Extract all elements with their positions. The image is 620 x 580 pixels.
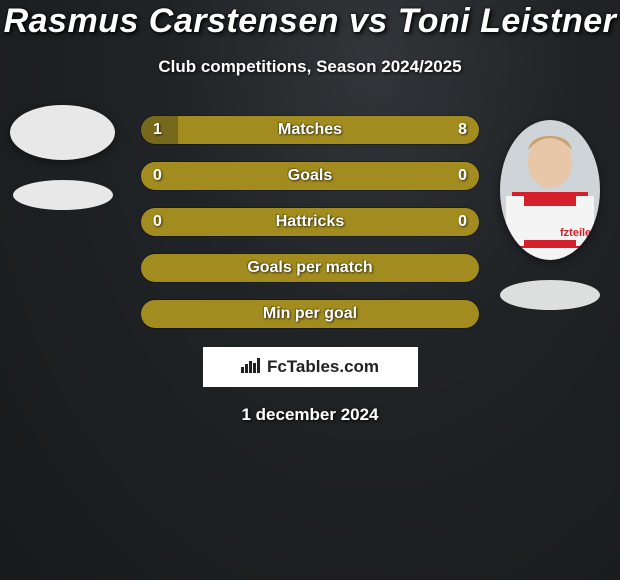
- stat-value-right: 8: [458, 116, 467, 144]
- stat-bar: Min per goal: [140, 299, 480, 329]
- stat-bar: Goals per match: [140, 253, 480, 283]
- stat-bar: 0 0 Hattricks: [140, 207, 480, 237]
- stat-value-left: 0: [153, 208, 162, 236]
- watermark: FcTables.com: [203, 347, 418, 387]
- title: Rasmus Carstensen vs Toni Leistner: [4, 2, 617, 41]
- stat-value-left: 0: [153, 162, 162, 190]
- stat-label: Min per goal: [263, 305, 357, 323]
- stat-label: Hattricks: [276, 213, 344, 231]
- stat-label: Goals: [288, 167, 332, 185]
- bars-container: 1 8 Matches 0 0 Goals 0 0 Hattricks Goals per mat…: [140, 115, 480, 329]
- stat-value-left: 1: [153, 116, 162, 144]
- date-text: 1 december 2024: [241, 405, 378, 425]
- stat-bar: 0 0 Goals: [140, 161, 480, 191]
- subtitle: Club competitions, Season 2024/2025: [158, 57, 461, 77]
- stat-value-right: 0: [458, 208, 467, 236]
- stat-label: Matches: [278, 121, 342, 139]
- watermark-text: FcTables.com: [267, 357, 379, 377]
- content-root: Rasmus Carstensen vs Toni Leistner Club …: [0, 0, 620, 580]
- stat-label: Goals per match: [247, 259, 372, 277]
- stat-value-right: 0: [458, 162, 467, 190]
- stat-bar: 1 8 Matches: [140, 115, 480, 145]
- stats-area: 1 8 Matches 0 0 Goals 0 0 Hattricks Goals per mat…: [0, 115, 620, 329]
- chart-icon: [241, 357, 261, 378]
